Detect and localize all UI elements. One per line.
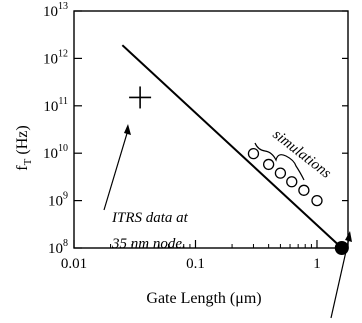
simulation-point [298,184,310,196]
y-tick-label-base: 10 [43,51,58,67]
y-tick-label: 108 [48,238,68,257]
itrs-arrow-head [124,124,131,135]
y-axis-title: fT (Hz) [14,125,34,170]
x-axis: 0.01 0.1 1 [61,240,321,272]
y-tick-label: 1010 [43,143,68,162]
simulation-point [274,167,287,179]
y-tick-label-base: 10 [43,99,58,115]
itrs-arrow [103,129,129,211]
itrs-label-line2: 35 nm node. [111,236,186,252]
x-tick-label: 0.01 [61,256,87,272]
trend-line [121,44,343,249]
simulation-point [247,147,260,160]
y-axis-title-subscript: T [22,158,34,165]
y-tick-label-exponent: 8 [63,238,68,249]
simulation-point [262,158,275,171]
simulation-point [286,176,298,188]
y-tick-label-base: 10 [43,146,58,162]
plot-border [73,10,349,249]
y-tick-label-exponent: 10 [58,143,68,154]
y-tick-label: 1011 [43,96,68,115]
simulations-brace [254,142,305,181]
end-point [334,241,349,255]
endpoint-arrow-head [345,231,352,242]
y-tick-label-base: 10 [43,4,58,20]
y-tick-label: 1013 [43,1,68,20]
simulation-point [311,194,323,207]
x-tick-label: 0.1 [186,256,205,272]
x-tick-label: 1 [313,256,321,272]
y-tick-label-exponent: 9 [63,191,68,202]
y-tick-label-exponent: 11 [58,96,68,107]
itrs-label-line1: ITRS data at [111,210,189,226]
y-tick-label-base: 10 [48,194,63,210]
plot-frame [73,10,349,249]
x-axis-title: Gate Length (μm) [146,290,261,307]
y-tick-label-base: 10 [48,241,63,257]
chart-marks [121,44,349,255]
y-tick-label: 109 [48,191,68,210]
y-tick-label-exponent: 12 [58,48,68,59]
y-tick-label: 1012 [43,48,68,67]
endpoint-arrow [330,237,350,319]
y-tick-label-exponent: 13 [58,1,68,12]
